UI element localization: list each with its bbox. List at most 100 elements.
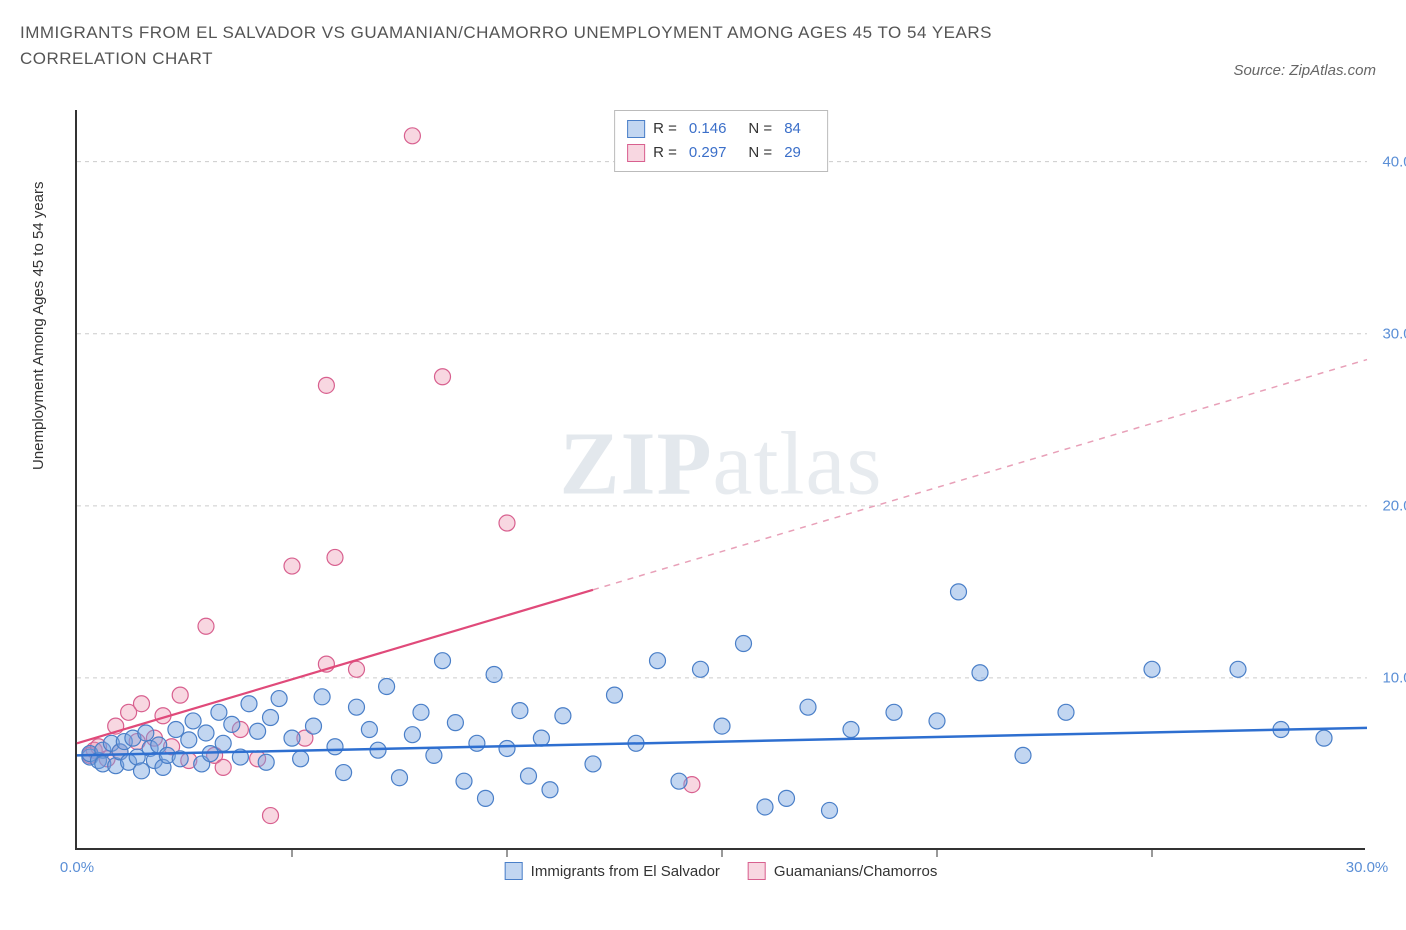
data-point	[736, 635, 752, 651]
r-value-1: 0.146	[689, 117, 727, 141]
source-attribution: Source: ZipAtlas.com	[1233, 62, 1376, 79]
data-point	[533, 730, 549, 746]
data-point	[211, 704, 227, 720]
data-point	[843, 722, 859, 738]
data-point	[426, 747, 442, 763]
y-tick-label: 10.0%	[1382, 669, 1406, 686]
data-point	[349, 661, 365, 677]
swatch-series-2-bottom	[748, 862, 766, 880]
data-point	[1230, 661, 1246, 677]
data-point	[478, 790, 494, 806]
data-point	[693, 661, 709, 677]
data-point	[435, 369, 451, 385]
data-point	[349, 699, 365, 715]
data-point	[361, 722, 377, 738]
swatch-series-2	[627, 144, 645, 162]
data-point	[886, 704, 902, 720]
data-point	[306, 718, 322, 734]
scatter-plot-svg	[77, 110, 1365, 848]
legend-bottom: Immigrants from El Salvador Guamanians/C…	[505, 862, 938, 880]
data-point	[607, 687, 623, 703]
data-point	[172, 687, 188, 703]
data-point	[521, 768, 537, 784]
data-point	[499, 515, 515, 531]
data-point	[486, 666, 502, 682]
data-point	[198, 618, 214, 634]
legend-row-2: R = 0.297 N = 29	[627, 141, 815, 165]
data-point	[757, 799, 773, 815]
data-point	[447, 715, 463, 731]
data-point	[435, 653, 451, 669]
data-point	[542, 782, 558, 798]
data-point	[181, 732, 197, 748]
data-point	[585, 756, 601, 772]
y-tick-label: 30.0%	[1382, 325, 1406, 342]
data-point	[456, 773, 472, 789]
n-label-1: N =	[748, 117, 772, 141]
swatch-series-1	[627, 120, 645, 138]
plot-area: ZIPatlas R = 0.146 N = 84 R = 0.297 N = …	[75, 110, 1365, 850]
data-point	[284, 730, 300, 746]
data-point	[779, 790, 795, 806]
data-point	[512, 703, 528, 719]
data-point	[499, 740, 515, 756]
data-point	[327, 549, 343, 565]
data-point	[1144, 661, 1160, 677]
data-point	[379, 679, 395, 695]
data-point	[138, 725, 154, 741]
data-point	[198, 725, 214, 741]
data-point	[336, 765, 352, 781]
y-tick-label: 20.0%	[1382, 497, 1406, 514]
legend-row-1: R = 0.146 N = 84	[627, 117, 815, 141]
legend-item-2: Guamanians/Chamorros	[748, 862, 937, 880]
data-point	[168, 722, 184, 738]
data-point	[263, 808, 279, 824]
data-point	[951, 584, 967, 600]
data-point	[1015, 747, 1031, 763]
data-point	[555, 708, 571, 724]
x-tick-label: 0.0%	[60, 859, 94, 876]
data-point	[185, 713, 201, 729]
chart-title: IMMIGRANTS FROM EL SALVADOR VS GUAMANIAN…	[20, 20, 1120, 71]
data-point	[314, 689, 330, 705]
y-tick-label: 40.0%	[1382, 153, 1406, 170]
data-point	[822, 802, 838, 818]
y-axis-title: Unemployment Among Ages 45 to 54 years	[30, 181, 47, 470]
data-point	[134, 696, 150, 712]
n-value-1: 84	[784, 117, 801, 141]
legend-label-2: Guamanians/Chamorros	[774, 863, 937, 880]
legend-label-1: Immigrants from El Salvador	[531, 863, 720, 880]
n-label-2: N =	[748, 141, 772, 165]
legend-stats: R = 0.146 N = 84 R = 0.297 N = 29	[614, 110, 828, 172]
data-point	[318, 377, 334, 393]
data-point	[714, 718, 730, 734]
data-point	[293, 751, 309, 767]
r-label-1: R =	[653, 117, 677, 141]
data-point	[972, 665, 988, 681]
data-point	[263, 709, 279, 725]
data-point	[650, 653, 666, 669]
r-value-2: 0.297	[689, 141, 727, 165]
chart-container: IMMIGRANTS FROM EL SALVADOR VS GUAMANIAN…	[20, 20, 1386, 910]
x-tick-label: 30.0%	[1346, 859, 1389, 876]
data-point	[271, 691, 287, 707]
data-point	[1316, 730, 1332, 746]
data-point	[134, 763, 150, 779]
trend-line-pink-extrap	[593, 360, 1367, 590]
trend-line-pink	[77, 590, 593, 744]
data-point	[469, 735, 485, 751]
n-value-2: 29	[784, 141, 801, 165]
data-point	[224, 716, 240, 732]
data-point	[1058, 704, 1074, 720]
r-label-2: R =	[653, 141, 677, 165]
data-point	[800, 699, 816, 715]
data-point	[284, 558, 300, 574]
data-point	[392, 770, 408, 786]
data-point	[258, 754, 274, 770]
data-point	[929, 713, 945, 729]
data-point	[413, 704, 429, 720]
data-point	[404, 727, 420, 743]
data-point	[671, 773, 687, 789]
legend-item-1: Immigrants from El Salvador	[505, 862, 720, 880]
data-point	[404, 128, 420, 144]
